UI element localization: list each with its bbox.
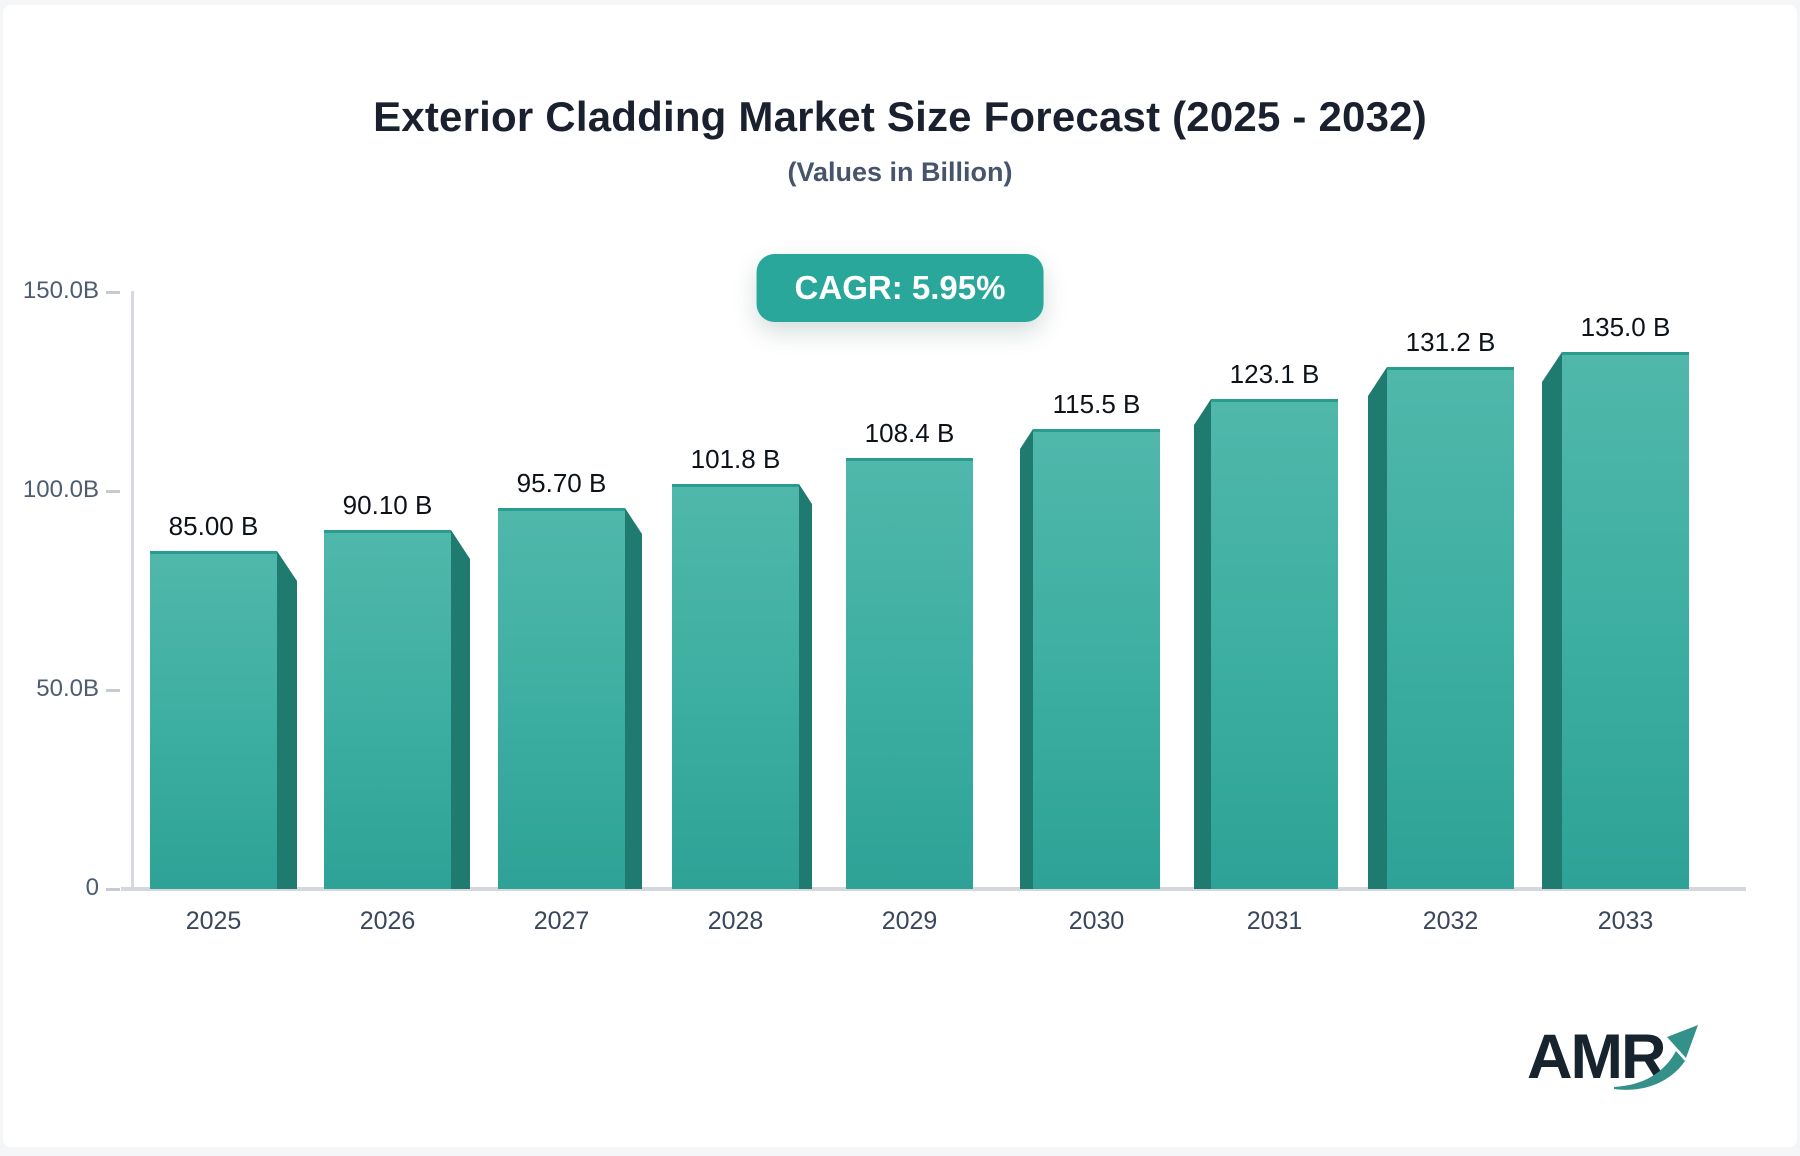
y-tick-mark xyxy=(106,888,120,891)
x-axis-line xyxy=(121,887,1746,891)
x-tick-label: 2025 xyxy=(185,907,242,935)
bar-side-face xyxy=(625,508,642,889)
growth-arrow-icon xyxy=(1614,1025,1698,1090)
x-tick-label: 2031 xyxy=(1246,907,1303,935)
bar-value-label: 85.00 B xyxy=(168,511,259,541)
bar xyxy=(672,484,799,889)
x-tick-label: 2030 xyxy=(1068,907,1125,935)
bar xyxy=(846,458,973,889)
bar xyxy=(1033,429,1160,889)
bar xyxy=(498,508,625,889)
x-tick-label: 2032 xyxy=(1422,907,1479,935)
bar-value-label: 101.8 B xyxy=(690,444,781,474)
chart-card: Exterior Cladding Market Size Forecast (… xyxy=(3,5,1797,1147)
bar-value-label: 95.70 B xyxy=(516,468,607,498)
bar-value-label: 131.2 B xyxy=(1405,327,1496,357)
chart-title: Exterior Cladding Market Size Forecast (… xyxy=(373,93,1427,140)
bar-side-face xyxy=(1542,352,1562,889)
x-tick-label: 2028 xyxy=(707,907,764,935)
bar-side-face xyxy=(277,551,297,889)
y-tick-mark xyxy=(106,689,120,692)
bar-side-face xyxy=(799,484,812,889)
y-tick-mark xyxy=(106,291,120,294)
bar-value-label: 90.10 B xyxy=(342,490,433,520)
cagr-badge: CAGR: 5.95% xyxy=(756,254,1044,322)
x-tick-label: 2033 xyxy=(1597,907,1654,935)
bar xyxy=(1387,367,1514,889)
y-axis-line xyxy=(131,291,134,889)
plot-area: 0 50.0B 100.0B 150.0B 85.00 B 2025 90.10 B 2026… xyxy=(3,5,1797,1147)
x-tick-label: 2027 xyxy=(533,907,590,935)
bar-side-face xyxy=(1194,399,1211,889)
bar-side-face xyxy=(1020,429,1033,889)
y-tick-label: 0 xyxy=(85,874,99,901)
y-tick-mark xyxy=(106,490,120,493)
amr-logo-text: AMR xyxy=(1527,1022,1666,1092)
bar-side-face xyxy=(1368,367,1387,889)
bar xyxy=(150,551,277,889)
bar-value-label: 135.0 B xyxy=(1580,312,1671,342)
bar-value-label: 108.4 B xyxy=(864,418,955,448)
y-tick-label: 100.0B xyxy=(22,476,99,503)
bar xyxy=(1211,399,1338,889)
bar-value-label: 123.1 B xyxy=(1229,359,1320,389)
bar xyxy=(1562,352,1689,889)
y-tick-label: 50.0B xyxy=(36,675,99,702)
x-tick-label: 2029 xyxy=(881,907,938,935)
chart-subtitle: (Values in Billion) xyxy=(787,157,1013,187)
amr-logo: AMR xyxy=(1527,1019,1702,1099)
bar xyxy=(324,530,451,889)
bar-side-face xyxy=(451,530,470,889)
bar-value-label: 115.5 B xyxy=(1052,389,1141,419)
x-tick-label: 2026 xyxy=(359,907,416,935)
y-tick-label: 150.0B xyxy=(22,277,99,304)
